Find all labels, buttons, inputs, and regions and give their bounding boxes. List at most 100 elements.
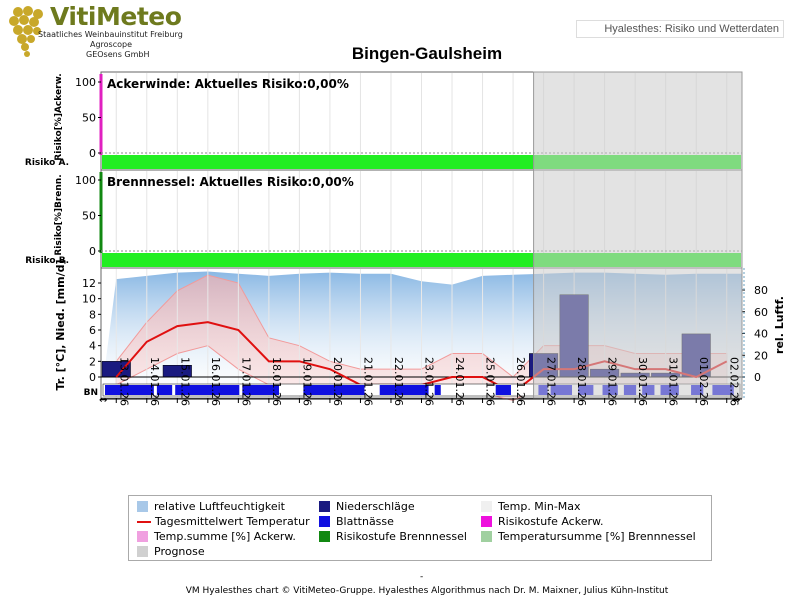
- scroll-left-icon: ↔: [99, 395, 107, 406]
- weather-ylabel-left: Tr. [°C], Nied. [mm/d]: [54, 260, 67, 391]
- weather-ytick-right: 20: [754, 349, 768, 362]
- legend-swatch: [481, 531, 492, 542]
- grape-cluster-icon: [9, 6, 43, 57]
- brennnessel-annotation: Brennnessel: Aktuelles Risiko:0,00%: [107, 175, 354, 189]
- legend-swatch: [319, 531, 330, 542]
- vitimeteo-logo: VitiMeteo Staatliches Weinbauinstitut Fr…: [2, 2, 192, 62]
- legend-label: Blattnässe: [336, 515, 394, 528]
- leaf-wetness-segment: [105, 385, 154, 395]
- xtick-label: 29.01.26: [606, 357, 619, 406]
- legend-label: Tagesmittelwert Temperatur: [155, 515, 310, 528]
- brennnessel-ytick-label: 0: [89, 245, 96, 258]
- brennnessel-ytick-label: 50: [82, 210, 96, 223]
- brennnessel-ylabel: Risiko[%]Brenn.: [54, 174, 64, 255]
- weather-ytick-right: 60: [754, 306, 768, 319]
- xtick-label: 26.01.26: [514, 357, 527, 406]
- legend-swatch: [137, 531, 148, 542]
- legend-item: Risikostufe Ackerw.: [481, 515, 603, 528]
- legend-label: Niederschläge: [336, 500, 415, 513]
- xtick-label: 23.01.26: [423, 357, 436, 406]
- ackerwinde-ytick-label: 50: [82, 112, 96, 125]
- logo-line-3: GEOsens GmbH: [86, 50, 150, 59]
- weather-ytick-right: 80: [754, 284, 768, 297]
- legend: relative Luftfeuchtigkeit Niederschläge Te…: [128, 495, 712, 561]
- legend-label: Risikostufe Ackerw.: [498, 515, 604, 528]
- chart-title: Bingen-Gaulsheim: [351, 44, 503, 63]
- weather-ytick-left: 12: [82, 277, 96, 290]
- xtick-label: 22.01.26: [392, 357, 405, 406]
- legend-item: Temperatursumme [%] Brennnessel: [481, 530, 696, 543]
- xtick-label: 15.01.26: [178, 357, 191, 406]
- header-label: Hyalesthes: Risiko und Wetterdaten: [576, 20, 784, 38]
- legend-label: Risikostufe Brennnessel: [336, 530, 467, 543]
- ackerwinde-risk-label: Risiko A.: [25, 158, 69, 168]
- logo-title: VitiMeteo: [50, 2, 182, 31]
- legend-swatch: [319, 501, 330, 512]
- legend-swatch: [481, 501, 492, 512]
- brennnessel-risk-label: Risiko B.: [25, 256, 69, 266]
- ackerwinde-ytick-label: 100: [75, 76, 96, 89]
- forecast-overlay: [533, 71, 743, 399]
- legend-label: relative Luftfeuchtigkeit: [154, 500, 285, 513]
- legend-item: Niederschläge: [319, 500, 415, 513]
- leaf-wetness-segment: [434, 385, 441, 395]
- legend-swatch: [137, 520, 151, 523]
- leaf-wetness-segment: [303, 385, 365, 395]
- leaf-wetness-segment: [379, 385, 429, 395]
- xtick-label: 01.02.26: [697, 357, 710, 406]
- xtick-label: 02.02.26: [728, 357, 741, 406]
- weather-ytick-left: 8: [89, 308, 96, 321]
- xtick-label: 13.01.26: [117, 357, 130, 406]
- weather-ytick-right: 40: [754, 328, 768, 341]
- logo-line-2: Agroscope: [90, 40, 133, 49]
- leaf-wetness-segment: [175, 385, 240, 395]
- ackerwinde-ylabel: Risiko[%]Ackerw.: [54, 73, 64, 160]
- legend-item: Risikostufe Brennnessel: [319, 530, 467, 543]
- logo-line-1: Staatliches Weinbauinstitut Freiburg: [38, 30, 183, 39]
- footer: VM Hyalesthes chart © VitiMeteo-Gruppe. …: [185, 586, 669, 596]
- legend-label: Temperatursumme [%] Brennnessel: [498, 530, 696, 543]
- weather-ylabel-right: rel. Luftf.: [773, 296, 786, 354]
- xtick-label: 28.01.26: [575, 357, 588, 406]
- legend-swatch: [481, 516, 492, 527]
- xtick-label: 24.01.26: [453, 357, 466, 406]
- weather-ytick-left: 10: [82, 293, 96, 306]
- xtick-label: 18.01.26: [270, 357, 283, 406]
- weather-ytick-right: 0: [754, 371, 761, 384]
- legend-label: Temp. Min-Max: [498, 500, 581, 513]
- xtick-label: 27.01.26: [545, 357, 558, 406]
- bn-label: BN: [84, 388, 98, 398]
- leaf-wetness-segment: [156, 385, 173, 395]
- legend-item: Temp. Min-Max: [481, 500, 581, 513]
- legend-item: Prognose: [137, 545, 205, 558]
- weather-ytick-left: 2: [89, 355, 96, 368]
- xtick-label: 19.01.26: [300, 357, 313, 406]
- ackerwinde-annotation: Ackerwinde: Aktuelles Risiko:0,00%: [107, 77, 349, 91]
- legend-label: Prognose: [154, 545, 205, 558]
- footer-mark: -: [420, 572, 424, 582]
- weather-ytick-left: 6: [89, 324, 96, 337]
- scroll-right-icon: ↔: [732, 395, 740, 406]
- brennnessel-ytick-label: 100: [75, 174, 96, 187]
- xtick-label: 21.01.26: [361, 357, 374, 406]
- legend-item: relative Luftfeuchtigkeit: [137, 500, 285, 513]
- legend-swatch: [319, 516, 330, 527]
- xtick-label: 20.01.26: [331, 357, 344, 406]
- xtick-label: 16.01.26: [209, 357, 222, 406]
- legend-item: Blattnässe: [319, 515, 394, 528]
- xtick-label: 25.01.26: [484, 357, 497, 406]
- xtick-label: 17.01.26: [239, 357, 252, 406]
- ackerwinde-ytick-label: 0: [89, 147, 96, 160]
- leaf-wetness-segment: [242, 385, 279, 395]
- weather-ytick-left: 0: [89, 371, 96, 384]
- leaf-wetness-segment: [495, 385, 511, 395]
- legend-item: Tagesmittelwert Temperatur: [137, 515, 310, 528]
- xtick-label: 14.01.26: [148, 357, 161, 406]
- legend-item: Temp.summe [%] Ackerw.: [137, 530, 296, 543]
- legend-swatch: [137, 546, 148, 557]
- legend-label: Temp.summe [%] Ackerw.: [154, 530, 296, 543]
- xtick-label: 31.01.26: [667, 357, 680, 406]
- weather-ytick-left: 4: [89, 340, 96, 353]
- xtick-label: 30.01.26: [636, 357, 649, 406]
